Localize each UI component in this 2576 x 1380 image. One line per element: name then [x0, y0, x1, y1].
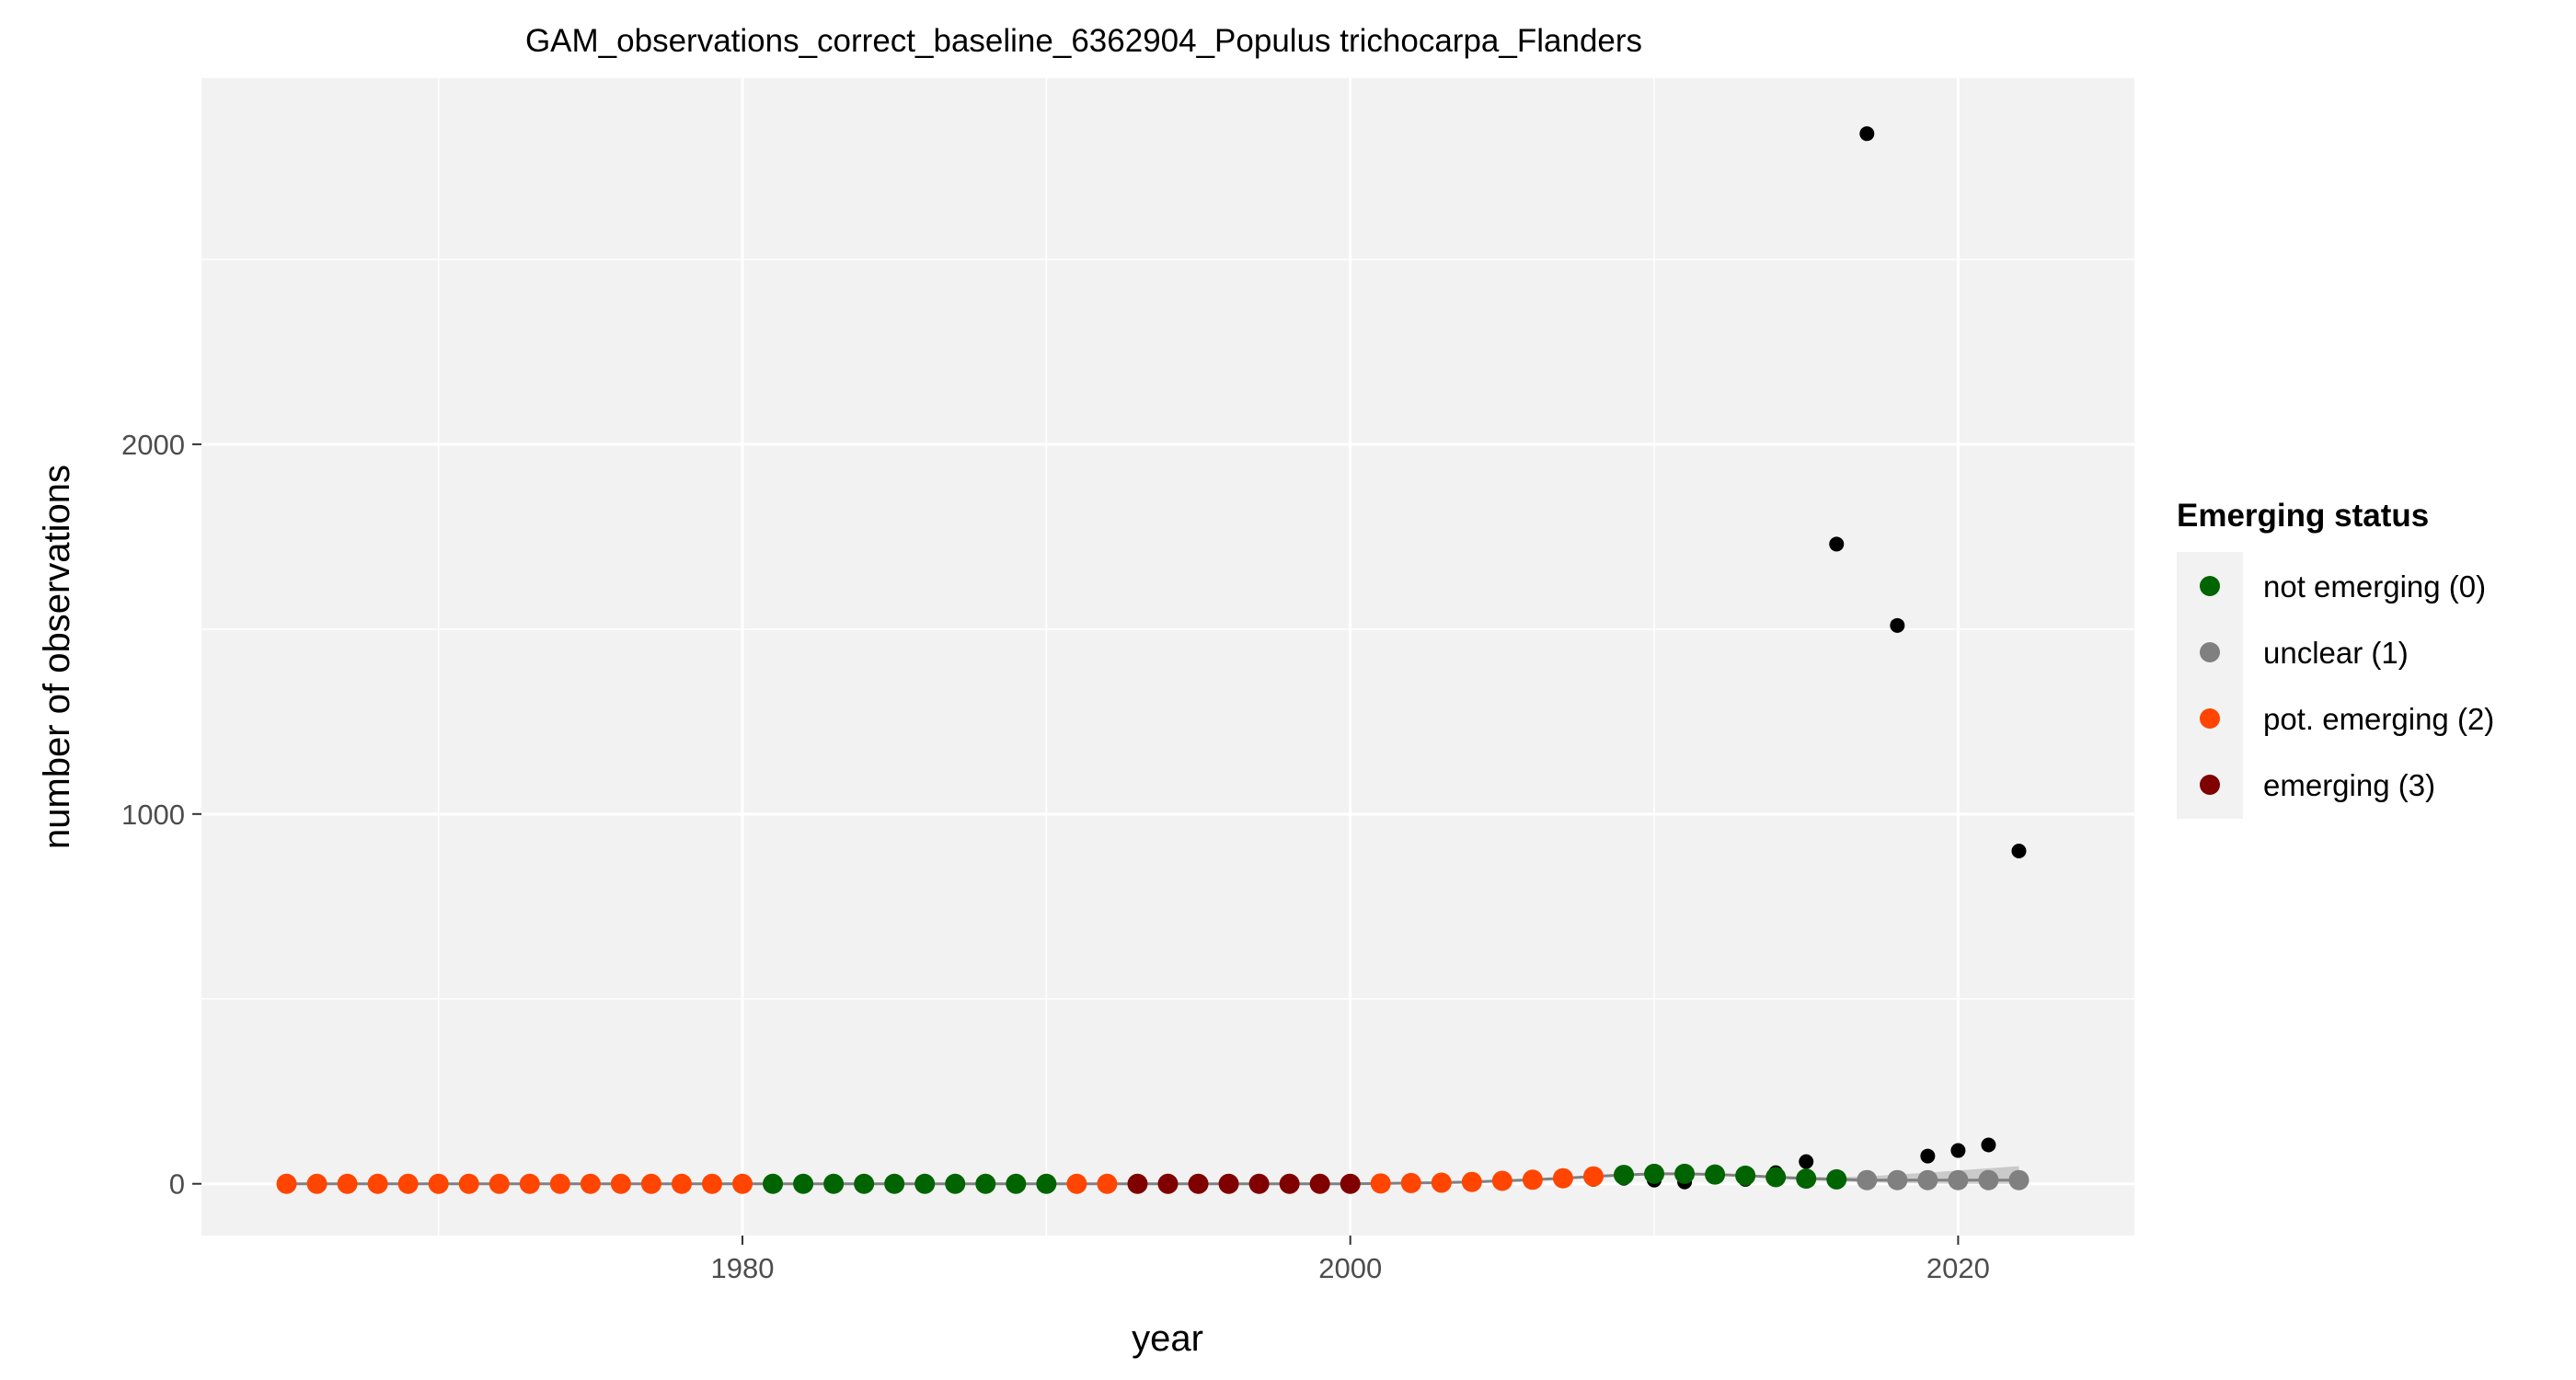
gam-fit-point: [276, 1173, 297, 1194]
gam-fit-point: [823, 1173, 845, 1194]
gam-fit-point: [367, 1173, 388, 1194]
y-tick-label: 1000: [121, 799, 185, 831]
gam-fit-point: [854, 1173, 875, 1194]
x-tick-label: 1980: [711, 1252, 775, 1284]
gam-fit-point: [519, 1173, 540, 1194]
gam-fit-point: [1097, 1173, 1118, 1194]
gam-fit-point: [1765, 1167, 1787, 1188]
legend-label: emerging (3): [2263, 768, 2435, 802]
gam-fit-point: [1948, 1169, 1969, 1190]
observed-point: [1890, 617, 1905, 633]
observed-point: [1920, 1148, 1936, 1164]
legend-key: [2200, 708, 2220, 729]
y-axis-title: number of observations: [37, 465, 77, 849]
gam-fit-point: [1796, 1168, 1817, 1190]
gam-fit-point: [1248, 1173, 1270, 1194]
gam-fit-point: [1340, 1173, 1361, 1194]
gam-fit-point: [671, 1173, 692, 1194]
gam-fit-point: [945, 1173, 966, 1194]
plot-panel: [201, 78, 2134, 1236]
gam-fit-point: [1614, 1165, 1635, 1186]
gam-fit-point: [914, 1173, 936, 1194]
gam-fit-point: [337, 1173, 358, 1194]
gam-fit-point: [1218, 1173, 1239, 1194]
gam-fit-point: [1978, 1169, 1999, 1190]
gam-fit-point: [1826, 1168, 1847, 1190]
gam-fit-point: [2008, 1169, 2030, 1190]
legend-label: unclear (1): [2263, 636, 2409, 670]
gam-fit-point: [1491, 1170, 1512, 1191]
legend-items: not emerging (0) unclear (1) pot. emerging…: [2200, 569, 2494, 802]
axes: 1980 2000 2020 0 1000 2000: [121, 429, 1990, 1284]
gam-fit-point: [1887, 1169, 1908, 1190]
gam-fit-point: [884, 1173, 905, 1194]
gam-fit-point: [1674, 1163, 1696, 1184]
gam-fit-point: [1522, 1169, 1543, 1190]
gam-fit-point: [1917, 1169, 1938, 1190]
gam-fit-point: [732, 1173, 753, 1194]
gam-fit-point: [397, 1173, 419, 1194]
gam-fit-point: [1857, 1169, 1878, 1190]
gam-fit-point: [975, 1173, 996, 1194]
y-tick-label: 0: [169, 1168, 185, 1201]
gam-fit-point: [701, 1173, 722, 1194]
y-tick-label: 2000: [121, 429, 185, 461]
gam-fit-point: [1370, 1173, 1391, 1194]
x-tick-label: 2000: [1318, 1252, 1382, 1284]
legend: Emerging status not emerging (0) unclear …: [2177, 498, 2494, 819]
gam-fit-point: [458, 1173, 479, 1194]
gam-fit-point: [306, 1173, 328, 1194]
gam-fit-point: [763, 1173, 784, 1194]
gam-fit-point: [1066, 1173, 1087, 1194]
observed-point: [1950, 1143, 1966, 1158]
gam-fit-point: [640, 1173, 661, 1194]
gam-fit-points: [276, 1163, 2030, 1194]
gam-fit-point: [1552, 1167, 1573, 1189]
legend-key: [2200, 775, 2220, 795]
gam-fit-point: [1582, 1166, 1604, 1187]
gam-fit-point: [428, 1173, 449, 1194]
legend-label: pot. emerging (2): [2263, 702, 2494, 736]
gam-fit-point: [1644, 1163, 1665, 1184]
observed-point: [2011, 844, 2027, 859]
gam-fit-point: [549, 1173, 570, 1194]
gam-fit-point: [1006, 1173, 1027, 1194]
legend-key: [2200, 642, 2220, 662]
x-axis-title: year: [1132, 1318, 1203, 1359]
gam-fit-point: [1431, 1172, 1452, 1193]
gam-fit-point: [489, 1173, 510, 1194]
gam-fit-point: [793, 1173, 814, 1194]
gam-fit-point: [1309, 1173, 1330, 1194]
gam-fit-curve: [286, 1172, 2019, 1186]
observed-point: [1859, 126, 1875, 142]
gam-fit-line: [286, 1172, 2019, 1186]
gam-fit-point: [580, 1173, 601, 1194]
gam-fit-point: [1036, 1173, 1057, 1194]
gam-fit-point: [1279, 1173, 1300, 1194]
chart-title: GAM_observations_correct_baseline_636290…: [525, 23, 1642, 59]
observed-point: [1799, 1154, 1814, 1169]
gam-fit-point: [1127, 1173, 1148, 1194]
observed-point: [1981, 1137, 1996, 1153]
legend-key: [2200, 576, 2220, 596]
gam-fit-point: [1188, 1173, 1209, 1194]
gam-fit-point: [610, 1173, 631, 1194]
observed-point: [1829, 536, 1845, 552]
gam-fit-point: [1157, 1173, 1179, 1194]
gam-fit-point: [1400, 1172, 1421, 1193]
gam-fit-point: [1461, 1171, 1482, 1192]
legend-key-background: [2177, 552, 2243, 819]
gam-fit-point: [1705, 1164, 1726, 1185]
legend-label: not emerging (0): [2263, 569, 2486, 604]
gam-fit-point: [1735, 1165, 1756, 1186]
x-tick-label: 2020: [1926, 1252, 1990, 1284]
legend-title: Emerging status: [2177, 498, 2429, 534]
